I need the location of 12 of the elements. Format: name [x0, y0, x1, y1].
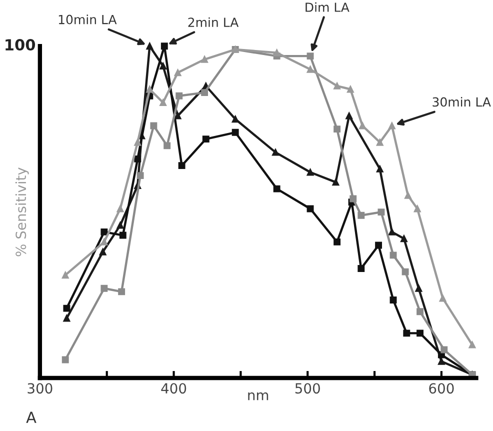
- x-tick-label: 600: [429, 383, 454, 394]
- text: A: [26, 412, 36, 423]
- text: 2min LA: [188, 17, 239, 27]
- text: Dim LA: [306, 2, 350, 12]
- x-tick-label: 400: [161, 383, 186, 394]
- x-tick-label: 300: [28, 383, 52, 394]
- text: 10min LA: [58, 14, 117, 24]
- y-axis-title: % Sensitivity: [15, 168, 29, 256]
- text: 100: [6, 38, 36, 51]
- text: 30min LA: [432, 97, 491, 107]
- x-axis-title: nm: [248, 392, 268, 400]
- x-tick-label: 500: [295, 383, 320, 394]
